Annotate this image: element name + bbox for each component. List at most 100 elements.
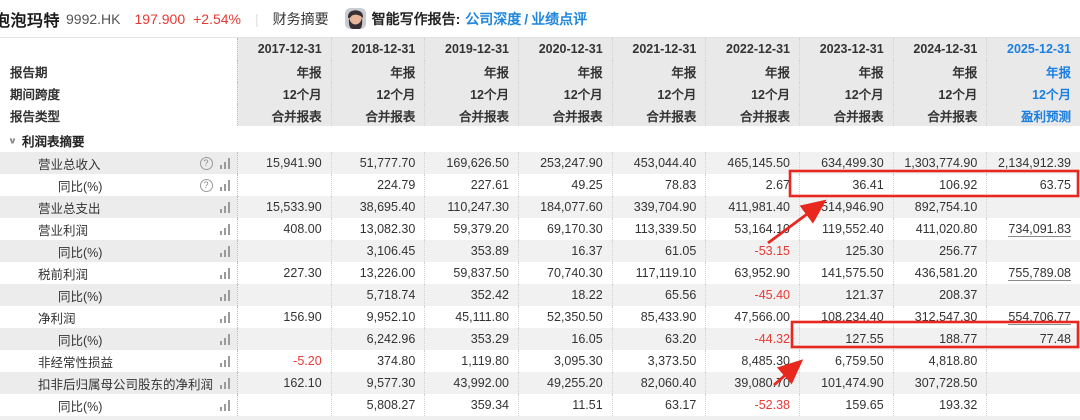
cell-value: 63,952.90 <box>734 266 790 280</box>
table-cell <box>237 394 331 416</box>
cell-value: 63.17 <box>665 398 697 412</box>
bar-chart-icon[interactable] <box>219 157 230 169</box>
cell-value: 39,080.70 <box>734 376 790 390</box>
meta-cell: 12个月 <box>237 82 331 104</box>
table-row: 同比(%) 5,808.27 359.34 11.51 63.17 -52.38 159.6… <box>0 394 1080 416</box>
bar-chart-icon[interactable] <box>219 289 230 301</box>
cell-value: 156.90 <box>283 310 322 324</box>
cell-value: 5,808.27 <box>366 398 416 412</box>
table-cell: -45.40 <box>705 284 799 306</box>
row-label-text: 同比(%) <box>58 245 103 260</box>
cell-value: 634,499.30 <box>821 156 884 170</box>
table-cell: 1,303,774.90 <box>892 152 987 174</box>
meta-row-label: 报告期 <box>0 60 237 82</box>
row-label: 同比(%)? <box>0 174 237 196</box>
table-cell: 162.10 <box>237 372 331 394</box>
table-cell: 113,339.50 <box>611 218 706 240</box>
tab-financial-summary[interactable]: 财务摘要 <box>272 10 329 27</box>
cell-value: 554,706.77 <box>1008 309 1071 325</box>
table-cell: 256.77 <box>892 240 987 262</box>
chevron-down-icon[interactable]: ∨ <box>8 136 17 146</box>
help-icon[interactable]: ? <box>199 156 213 170</box>
table-cell: 2.67 <box>705 174 799 196</box>
table-cell <box>237 328 331 350</box>
cell-value: 892,754.10 <box>914 200 978 214</box>
table-cell: 141,575.50 <box>798 262 893 284</box>
meta-cell: 合并报表 <box>892 104 987 126</box>
table-cell: 125.30 <box>798 240 893 262</box>
bar-chart-icon[interactable] <box>219 311 230 323</box>
cell-value: 408.00 <box>283 222 322 236</box>
topbar: 泡泡玛特 9992.HK 197.900 +2.54% | 财务摘要 智能写作报… <box>0 0 1080 38</box>
meta-row: 报告类型 合并报表 合并报表 合并报表 合并报表 合并报表 合并报表 合并报表 合并报表 盈利预测 <box>0 104 1080 126</box>
bar-chart-icon[interactable] <box>219 245 230 257</box>
meta-cell: 12个月 <box>705 82 799 104</box>
bar-chart-icon[interactable] <box>219 201 230 213</box>
cell-value: 18.22 <box>571 288 603 302</box>
row-label-text: 非经常性损益 <box>38 355 114 370</box>
cell-value: 9,577.30 <box>366 376 416 390</box>
cell-value: 127.55 <box>845 332 884 346</box>
row-label: 净利润 <box>0 306 237 328</box>
stock-ticker: 9992.HK <box>66 10 121 27</box>
cell-value: 13,082.30 <box>359 222 416 236</box>
table-cell <box>986 350 1080 372</box>
table-cell: 69,170.30 <box>517 218 612 240</box>
bar-chart-icon[interactable] <box>219 377 230 389</box>
section-title[interactable]: ∨ 利润表摘要 <box>8 135 85 149</box>
cell-value: 224.79 <box>377 178 416 192</box>
meta-cell: 年报 <box>798 60 893 82</box>
row-label: 非经常性损益 <box>0 350 237 372</box>
cell-value: 65.56 <box>665 288 697 302</box>
bar-chart-icon[interactable] <box>219 333 230 345</box>
table-cell: 38,695.40 <box>330 196 425 218</box>
meta-cell: 年报 <box>330 60 425 82</box>
table-cell: 339,704.90 <box>611 196 706 218</box>
cell-value: 227.61 <box>470 178 509 192</box>
bar-chart-icon[interactable] <box>219 355 230 367</box>
table-cell: 49.25 <box>517 174 612 196</box>
section-row-income-statement[interactable]: ∨ 利润表摘要 <box>0 129 1080 152</box>
row-label: 扣非后归属母公司股东的净利润 <box>0 372 237 394</box>
cell-value: 13,226.00 <box>359 266 416 280</box>
table-cell: 634,499.30 <box>798 152 893 174</box>
meta-row-label: 期间跨度 <box>0 82 237 104</box>
bar-chart-icon[interactable] <box>219 267 230 279</box>
row-label-text: 税前利润 <box>38 267 89 282</box>
table-cell: 39,080.70 <box>705 372 799 394</box>
table-cell: 65.56 <box>611 284 706 306</box>
cell-value: 11.51 <box>572 398 603 412</box>
cell-value: 78.83 <box>665 178 697 192</box>
cell-value: 141,575.50 <box>821 266 884 280</box>
table-cell: -5.20 <box>237 350 331 372</box>
row-label: 同比(%) <box>0 394 237 416</box>
link-earnings-review[interactable]: 业绩点评 <box>531 10 588 27</box>
table-cell: 15,533.90 <box>237 196 331 218</box>
table-cell: 77.48 <box>986 328 1080 350</box>
meta-cell: 年报 <box>611 60 706 82</box>
cell-value: 63.75 <box>1039 178 1071 192</box>
financial-table: 2017-12-31 2018-12-31 2019-12-31 2020-12-31… <box>0 38 1080 420</box>
bar-chart-icon[interactable] <box>219 399 230 411</box>
row-label: 营业总收入? <box>0 152 237 174</box>
table-cell: 6,759.50 <box>798 350 893 372</box>
bar-chart-icon[interactable] <box>219 179 230 191</box>
cell-value: 169,626.50 <box>446 156 509 170</box>
table-cell: 47,566.00 <box>705 306 799 328</box>
bar-chart-icon[interactable] <box>219 223 230 235</box>
meta-cell: 12个月 <box>424 82 518 104</box>
table-cell <box>986 196 1080 218</box>
meta-cell: 12个月 <box>892 82 987 104</box>
table-cell: 465,145.50 <box>705 152 799 174</box>
table-cell: 411,020.80 <box>892 218 987 240</box>
table-cell: -52.38 <box>705 394 799 416</box>
help-icon[interactable]: ? <box>199 178 213 192</box>
meta-cell: 12个月 <box>798 82 893 104</box>
table-row: 营业利润 408.00 13,082.30 59,379.20 69,170.30 113… <box>0 218 1080 240</box>
row-label-text: 同比(%) <box>58 289 103 304</box>
cell-value: 734,091.83 <box>1008 221 1071 237</box>
cell-value: 119,552.40 <box>822 222 884 236</box>
column-header-date: 2018-12-31 <box>330 38 425 60</box>
cell-value: 359.34 <box>470 398 509 412</box>
link-company-depth[interactable]: 公司深度 <box>465 10 522 27</box>
